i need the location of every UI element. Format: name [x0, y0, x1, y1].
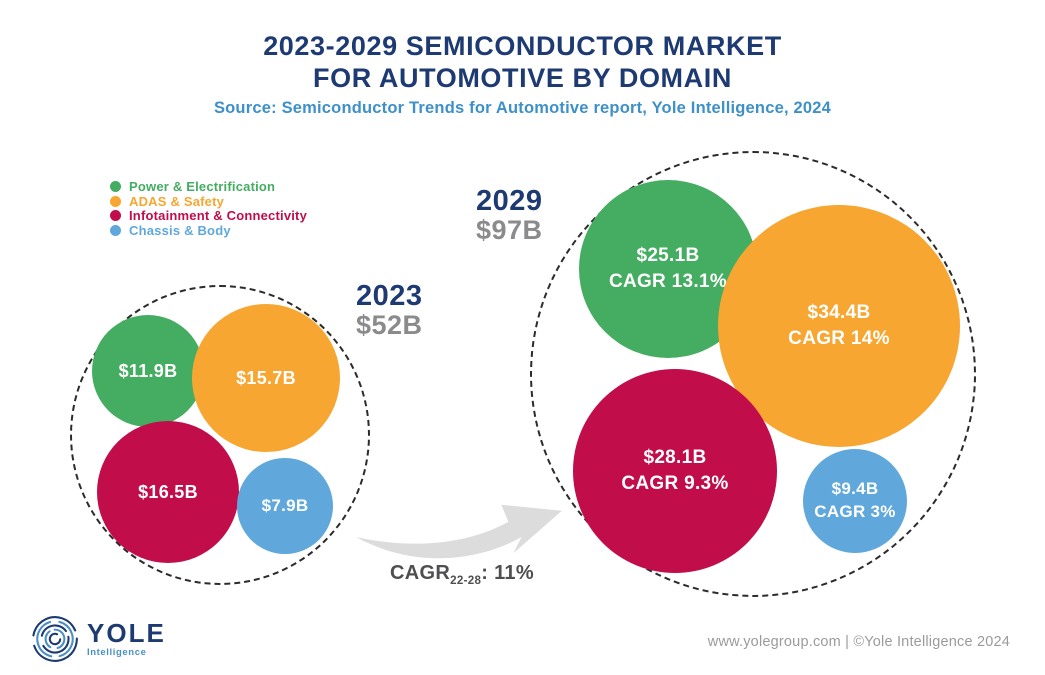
- year-label-2029: 2029: [476, 185, 543, 217]
- legend-label-adas: ADAS & Safety: [129, 193, 225, 209]
- bubble-value: $7.9B: [261, 495, 309, 515]
- growth-arrow-icon: [356, 504, 562, 559]
- market-circle-2023: [70, 285, 370, 585]
- cagr-note-suffix: : 11%: [481, 562, 534, 584]
- total-label-2029: $97B: [476, 215, 543, 246]
- legend: Power & Electrification ADAS & Safety In…: [110, 179, 308, 238]
- legend-dot-power: [110, 181, 121, 192]
- bubble-2023-infotainment: $16.5B: [97, 421, 239, 563]
- page-title-line-2: FOR AUTOMOTIVE BY DOMAIN: [313, 63, 732, 93]
- legend-item-adas: ADAS & Safety: [110, 193, 307, 209]
- bubble-cagr: CAGR 14%: [788, 328, 890, 349]
- year-block-2029: 2029 $97B: [476, 186, 543, 245]
- bubble-2023-adas: $15.7B: [192, 304, 340, 452]
- year-label-2023: 2023: [356, 280, 423, 312]
- bubble-cagr: CAGR 9.3%: [621, 473, 729, 494]
- legend-label-power: Power & Electrification: [129, 179, 276, 194]
- bubble-2029-chassis: $9.4B CAGR 3%: [803, 449, 907, 553]
- bubble-value: $25.1B: [636, 245, 700, 267]
- cagr-note-subscript: 22-28: [450, 574, 482, 587]
- logo-text: YOLE Intelligence: [87, 620, 166, 658]
- legend-item-infotainment: Infotainment & Connectivity: [110, 208, 308, 223]
- source-line: Source: Semiconductor Trends for Automot…: [213, 99, 832, 117]
- bubble-value: $28.1B: [643, 447, 707, 469]
- legend-dot-chassis: [110, 224, 121, 236]
- bubble-2029-infotainment: $28.1B CAGR 9.3%: [573, 369, 777, 573]
- legend-dot-adas: [110, 195, 121, 207]
- cagr-note: CAGR22-28: 11%: [347, 562, 577, 587]
- bubble-value: $11.9B: [118, 360, 178, 381]
- bubble-value: $16.5B: [138, 481, 198, 502]
- page-title-line-1: 2023-2029 SEMICONDUCTOR MARKET: [263, 31, 782, 61]
- bubble-value: $15.7B: [236, 367, 296, 388]
- bubble-2023-power: $11.9B: [92, 315, 204, 427]
- bubble-2023-chassis: $7.9B: [237, 458, 333, 554]
- footer-credit: www.yolegroup.com | ©Yole Intelligence 2…: [707, 634, 1010, 650]
- legend-label-chassis: Chassis & Body: [129, 222, 231, 238]
- yole-logo: YOLE Intelligence: [30, 614, 166, 664]
- bubble-cagr: CAGR 3%: [814, 502, 896, 521]
- cagr-note-prefix: CAGR: [390, 562, 451, 584]
- legend-dot-infotainment: [110, 210, 121, 221]
- year-block-2023: 2023 $52B: [356, 281, 423, 340]
- legend-item-chassis: Chassis & Body: [110, 222, 307, 238]
- logo-subtitle: Intelligence: [87, 647, 147, 658]
- total-label-2023: $52B: [356, 310, 423, 341]
- legend-item-power: Power & Electrification: [110, 179, 307, 194]
- logo-wordmark: YOLE: [87, 618, 166, 648]
- bubble-value: $9.4B: [831, 479, 879, 499]
- logo-swirl-icon: [32, 616, 78, 662]
- bubble-2029-adas: $34.4B CAGR 14%: [718, 205, 960, 447]
- bubble-value: $34.4B: [807, 302, 871, 324]
- bubble-cagr: CAGR 13.1%: [608, 271, 728, 292]
- legend-label-infotainment: Infotainment & Connectivity: [129, 208, 308, 223]
- market-circle-2029: [530, 151, 976, 597]
